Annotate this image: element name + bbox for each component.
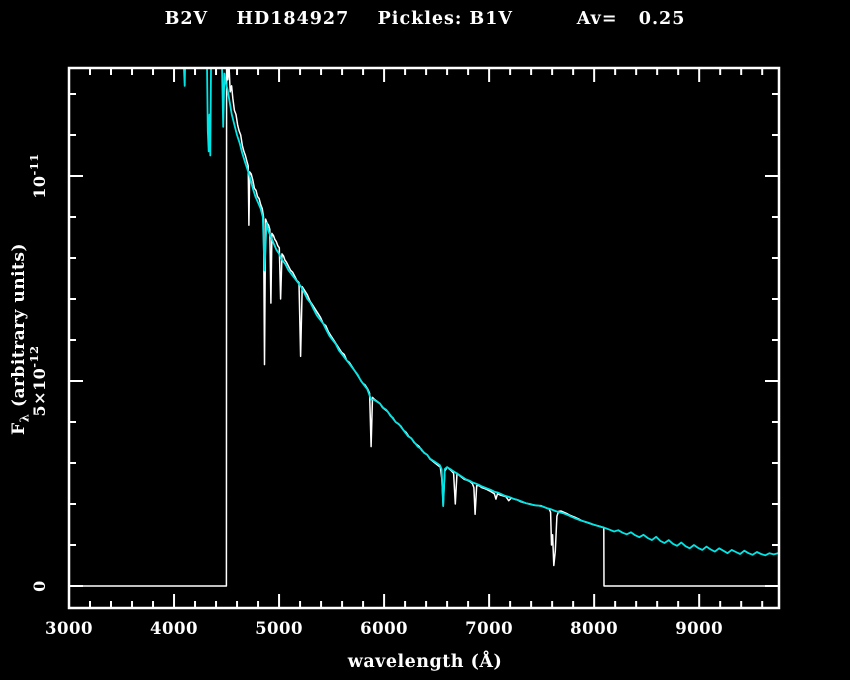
y-axis-label-rest: (arbitrary units) bbox=[9, 243, 29, 414]
plot-frame bbox=[67, 66, 781, 610]
x-axis-label-text: wavelength (Å) bbox=[347, 652, 503, 672]
x-tick-label: 4000 bbox=[150, 619, 198, 638]
y-tick-label: 0 bbox=[30, 580, 49, 592]
x-tick-label: 7000 bbox=[465, 619, 513, 638]
y-axis-label-sub: λ bbox=[17, 413, 32, 423]
y-axis-label-main: F bbox=[9, 422, 29, 435]
plot-title: B2V HD184927 Pickles: B1V Av= 0.25 bbox=[164, 9, 686, 29]
x-tick-label: 6000 bbox=[360, 619, 408, 638]
x-tick-label: 8000 bbox=[570, 619, 618, 638]
pickles-template-curve bbox=[183, 68, 779, 557]
x-tick-label: 3000 bbox=[45, 619, 93, 638]
x-tick-label: 9000 bbox=[675, 619, 723, 638]
observed-spectrum-curve bbox=[74, 68, 779, 587]
x-axis-label: wavelength (Å) bbox=[0, 652, 850, 672]
x-tick-label: 5000 bbox=[255, 619, 303, 638]
y-axis-label: Fλ (arbitrary units) bbox=[9, 79, 31, 599]
